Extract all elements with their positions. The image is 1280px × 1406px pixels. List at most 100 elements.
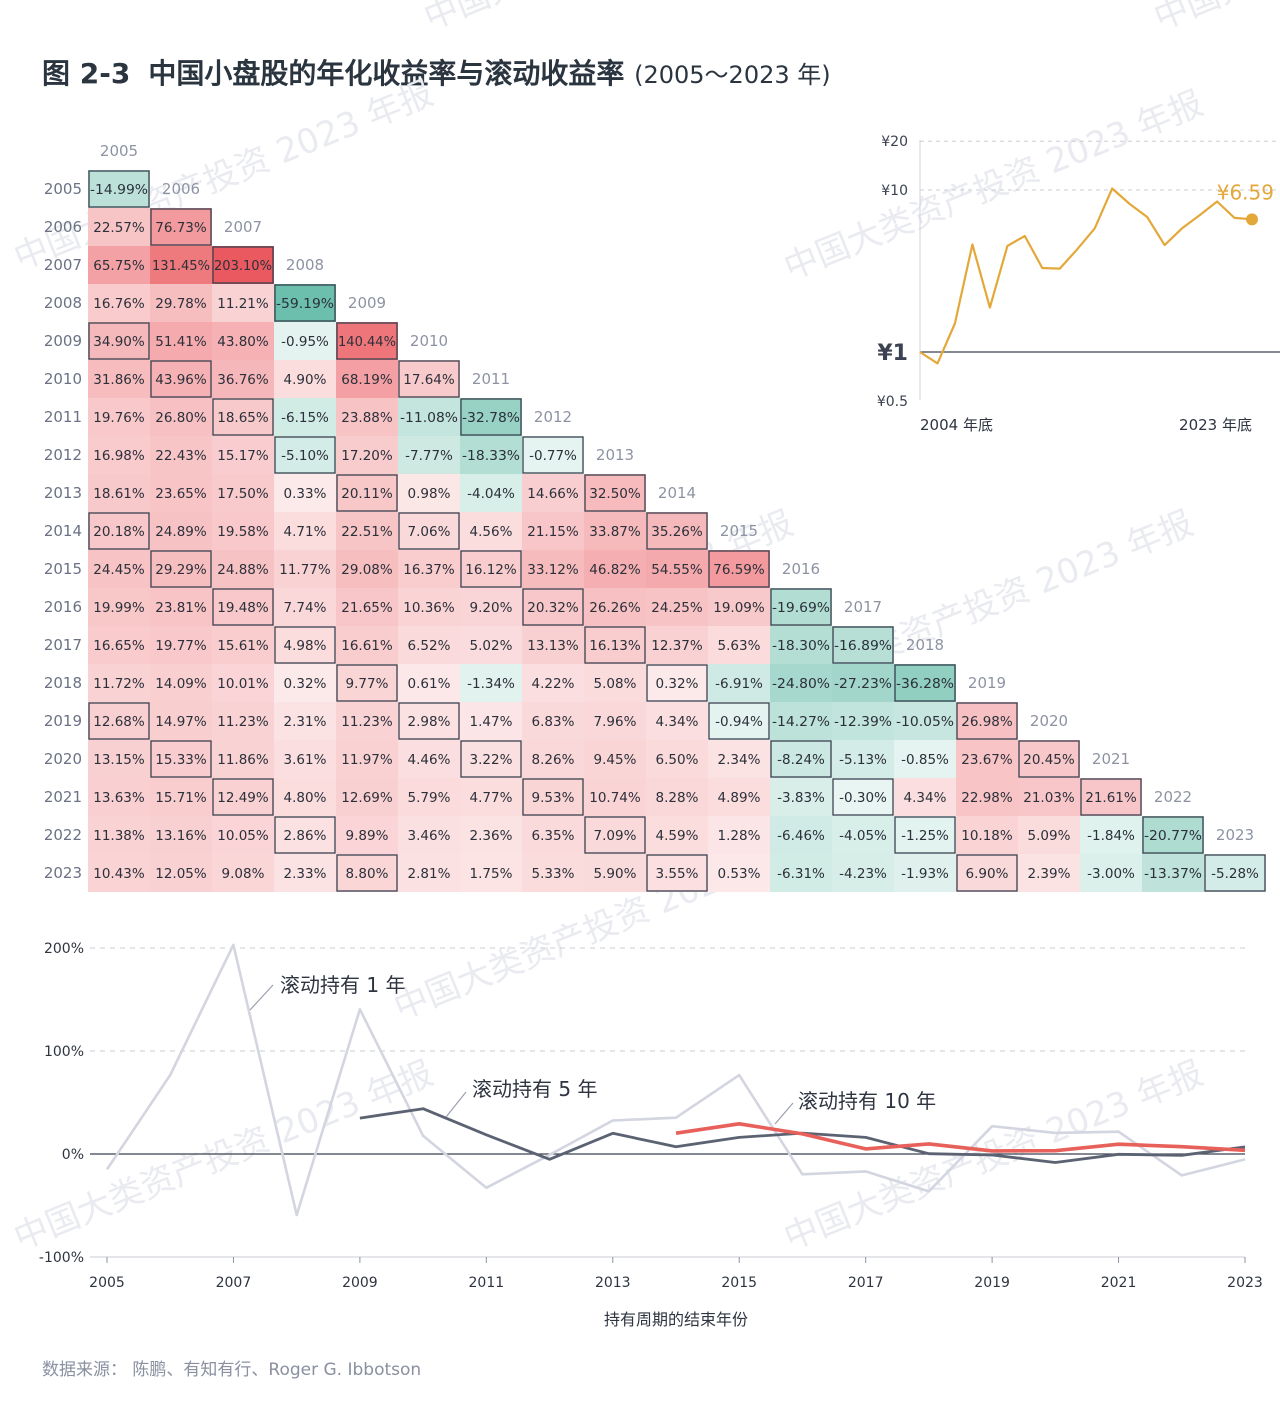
heatmap-cell: [832, 664, 894, 702]
heatmap-cell-value: 0.61%: [408, 676, 451, 692]
heatmap-cell-value: 24.45%: [93, 562, 145, 578]
heatmap-cell: [460, 702, 522, 740]
heatmap-cell: [584, 512, 646, 550]
heatmap-cell-outline: [150, 208, 212, 246]
heatmap-cell: [150, 322, 212, 360]
heatmap-cell-outline: [1142, 816, 1204, 854]
heatmap-cell-value: -0.77%: [529, 448, 577, 464]
heatmap-cell: [274, 550, 336, 588]
heatmap-cell-value: 6.83%: [532, 714, 575, 730]
heatmap-cell: [274, 854, 336, 892]
heatmap-cell: [1018, 740, 1080, 778]
heatmap-cell-value: -20.77%: [1144, 828, 1202, 844]
wealth-y-tick: ¥20: [881, 134, 908, 150]
heatmap-cell-value: 9.53%: [532, 790, 575, 806]
heatmap-cell-value: 2.39%: [1028, 866, 1071, 882]
heatmap-cell: [150, 208, 212, 246]
heatmap-cell: [88, 246, 150, 284]
heatmap-cell: [832, 740, 894, 778]
rolling-x-tick: 2007: [216, 1275, 252, 1291]
heatmap-cell: [894, 816, 956, 854]
heatmap-cell-value: 15.61%: [217, 638, 269, 654]
heatmap-cell-value: -6.91%: [715, 676, 763, 692]
heatmap-cell: [212, 626, 274, 664]
heatmap-cell-value: 11.23%: [341, 714, 393, 730]
heatmap-cell-outline: [398, 512, 460, 550]
heatmap-cell-value: 2.98%: [408, 714, 451, 730]
heatmap-cell-outline: [522, 436, 584, 474]
heatmap-cell-value: -3.83%: [777, 790, 825, 806]
heatmap-cell-value: -5.13%: [839, 752, 887, 768]
heatmap-cell: [88, 284, 150, 322]
heatmap-cell-value: 12.69%: [341, 790, 393, 806]
heatmap-cell-value: -14.27%: [772, 714, 830, 730]
heatmap-cell-value: 10.01%: [217, 676, 269, 692]
heatmap-cell: [646, 702, 708, 740]
heatmap-cell-value: 68.19%: [341, 372, 393, 388]
heatmap-row-label: 2016: [44, 598, 82, 616]
heatmap-cell-value: 8.28%: [656, 790, 699, 806]
heatmap-cell-value: -19.69%: [772, 600, 830, 616]
heatmap-cell-value: 23.88%: [341, 410, 393, 426]
heatmap-cell-value: 203.10%: [214, 258, 272, 274]
heatmap-cell: [646, 512, 708, 550]
heatmap-cell-outline: [212, 778, 274, 816]
heatmap-cell: [956, 740, 1018, 778]
heatmap-cell: [274, 702, 336, 740]
heatmap-cell-value: 5.09%: [1028, 828, 1071, 844]
heatmap-cell-value: 18.61%: [93, 486, 145, 502]
heatmap-cell-value: 16.13%: [589, 638, 641, 654]
heatmap-cell: [398, 398, 460, 436]
heatmap-cell-outline: [88, 322, 150, 360]
heatmap-row-label: 2006: [44, 218, 82, 236]
heatmap-cell: [956, 702, 1018, 740]
heatmap-row-label: 2017: [44, 636, 82, 654]
heatmap-cell: [894, 740, 956, 778]
rolling-return-chart: 200% 100% 0% -100% 2005 2007 2009 2011 2013 2015 2…: [39, 941, 1263, 1329]
heatmap-cell: [336, 588, 398, 626]
heatmap-cell-value: 8.80%: [346, 866, 389, 882]
heatmap-cell: [150, 398, 212, 436]
heatmap-cell: [336, 626, 398, 664]
heatmap-cell: [150, 284, 212, 322]
watermark-text: 中国大类资产投资 2023 年报: [778, 83, 1209, 288]
heatmap-cell-outline: [398, 702, 460, 740]
heatmap-cell-value: 12.05%: [155, 866, 207, 882]
heatmap-cell-outline: [584, 626, 646, 664]
heatmap-cell: [522, 588, 584, 626]
heatmap-cell: [894, 702, 956, 740]
heatmap-cell-value: -14.99%: [90, 182, 148, 198]
heatmap-cell-value: 19.77%: [155, 638, 207, 654]
heatmap-cell-value: 20.11%: [341, 486, 393, 502]
heatmap-cell-outline: [584, 474, 646, 512]
heatmap-cell-value: 29.08%: [341, 562, 393, 578]
heatmap-cell-value: 22.51%: [341, 524, 393, 540]
rolling-x-tick: 2005: [89, 1275, 125, 1291]
heatmap-cell: [460, 436, 522, 474]
heatmap-cell-outline: [88, 702, 150, 740]
heatmap-cell: [398, 550, 460, 588]
heatmap-cell: [1204, 854, 1266, 892]
heatmap-cell: [460, 854, 522, 892]
rolling-series-line: [675, 1122, 1246, 1153]
heatmap-cell: [212, 512, 274, 550]
rolling-series-line: [105, 943, 1246, 1217]
heatmap-cell: [460, 626, 522, 664]
heatmap-column-label: 2011: [472, 370, 510, 388]
heatmap-cell: [1142, 854, 1204, 892]
heatmap-cell-value: 5.79%: [408, 790, 451, 806]
heatmap-cell-value: 43.96%: [155, 372, 207, 388]
rolling-y-tick: -100%: [39, 1250, 84, 1266]
heatmap-cell-outline: [1204, 854, 1266, 892]
rolling-series-label: 滚动持有 10 年: [798, 1089, 936, 1113]
heatmap-cell-outline: [832, 778, 894, 816]
heatmap-cell-value: -12.39%: [834, 714, 892, 730]
heatmap-cell-value: 7.06%: [408, 524, 451, 540]
heatmap-cell: [150, 778, 212, 816]
heatmap-cell-outline: [274, 816, 336, 854]
heatmap-cell: [88, 778, 150, 816]
heatmap-cell-value: 1.75%: [470, 866, 513, 882]
heatmap-cell-value: -10.05%: [896, 714, 954, 730]
heatmap-cell: [336, 664, 398, 702]
